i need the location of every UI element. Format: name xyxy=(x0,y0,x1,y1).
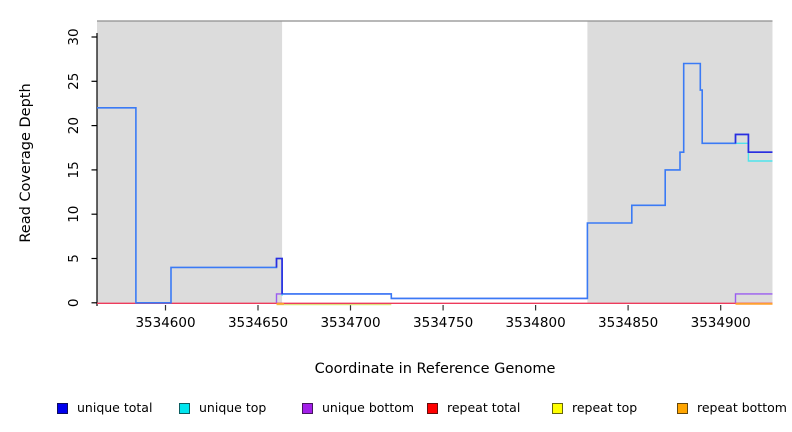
x-tick-label: 3534750 xyxy=(413,315,473,331)
legend-label: unique top xyxy=(199,400,267,415)
legend-label: repeat top xyxy=(572,400,638,415)
x-axis-title: Coordinate in Reference Genome xyxy=(315,361,556,377)
legend-label: unique bottom xyxy=(322,400,415,415)
series-line-unique-total-dark-overlap- xyxy=(275,257,283,294)
legend-item-repeat-top: repeat top xyxy=(552,399,637,417)
y-tick-label: 10 xyxy=(66,206,82,223)
legend-item-unique-top: unique top xyxy=(179,399,266,417)
unique-top-swatch-icon xyxy=(179,402,190,414)
chart-canvas: 0 5 10 15 20 25 30 3534600 3534650 3534700 3534750… xyxy=(18,20,773,377)
y-tick-label: 30 xyxy=(66,28,82,45)
x-tick-label: 3534700 xyxy=(320,315,380,331)
repeat-bottom-swatch-icon xyxy=(677,402,688,414)
y-axis-title: Read Coverage Depth xyxy=(18,83,34,242)
legend-label: unique total xyxy=(77,400,153,415)
axes-layer: 0 5 10 15 20 25 30 3534600 3534650 3534700 3534750… xyxy=(66,28,751,331)
series-line-unique-total-dark-overlap- xyxy=(734,133,773,153)
shaded-region xyxy=(97,21,283,304)
x-tick-label: 3534600 xyxy=(135,315,195,331)
y-tick-label: 20 xyxy=(66,117,82,134)
x-tick-label: 3534900 xyxy=(691,315,751,331)
repeat-top-swatch-icon xyxy=(552,402,563,414)
legend-label: repeat bottom xyxy=(697,400,787,415)
legend-label: repeat total xyxy=(447,400,521,415)
unique-bottom-swatch-icon xyxy=(302,402,313,414)
y-tick-label: 25 xyxy=(66,73,82,90)
unique-total-swatch-icon xyxy=(57,402,68,414)
legend: unique total unique top unique bottom re… xyxy=(0,399,792,419)
series-layer xyxy=(97,62,773,306)
y-tick-label: 0 xyxy=(66,299,82,308)
shaded-regions-layer xyxy=(97,20,773,304)
legend-item-unique-total: unique total xyxy=(57,399,152,417)
x-tick-label: 3534850 xyxy=(598,315,658,331)
x-tick-label: 3534800 xyxy=(506,315,566,331)
x-tick-label: 3534650 xyxy=(228,315,288,331)
series-line-unique-total xyxy=(97,62,773,304)
y-tick-label: 15 xyxy=(66,161,82,178)
series-line-unique-bottom xyxy=(734,293,773,303)
y-tick-label: 5 xyxy=(66,254,82,263)
repeat-total-swatch-icon xyxy=(427,402,438,414)
legend-item-unique-bottom: unique bottom xyxy=(302,399,414,417)
legend-item-repeat-bottom: repeat bottom xyxy=(677,399,787,417)
legend-item-repeat-total: repeat total xyxy=(427,399,520,417)
